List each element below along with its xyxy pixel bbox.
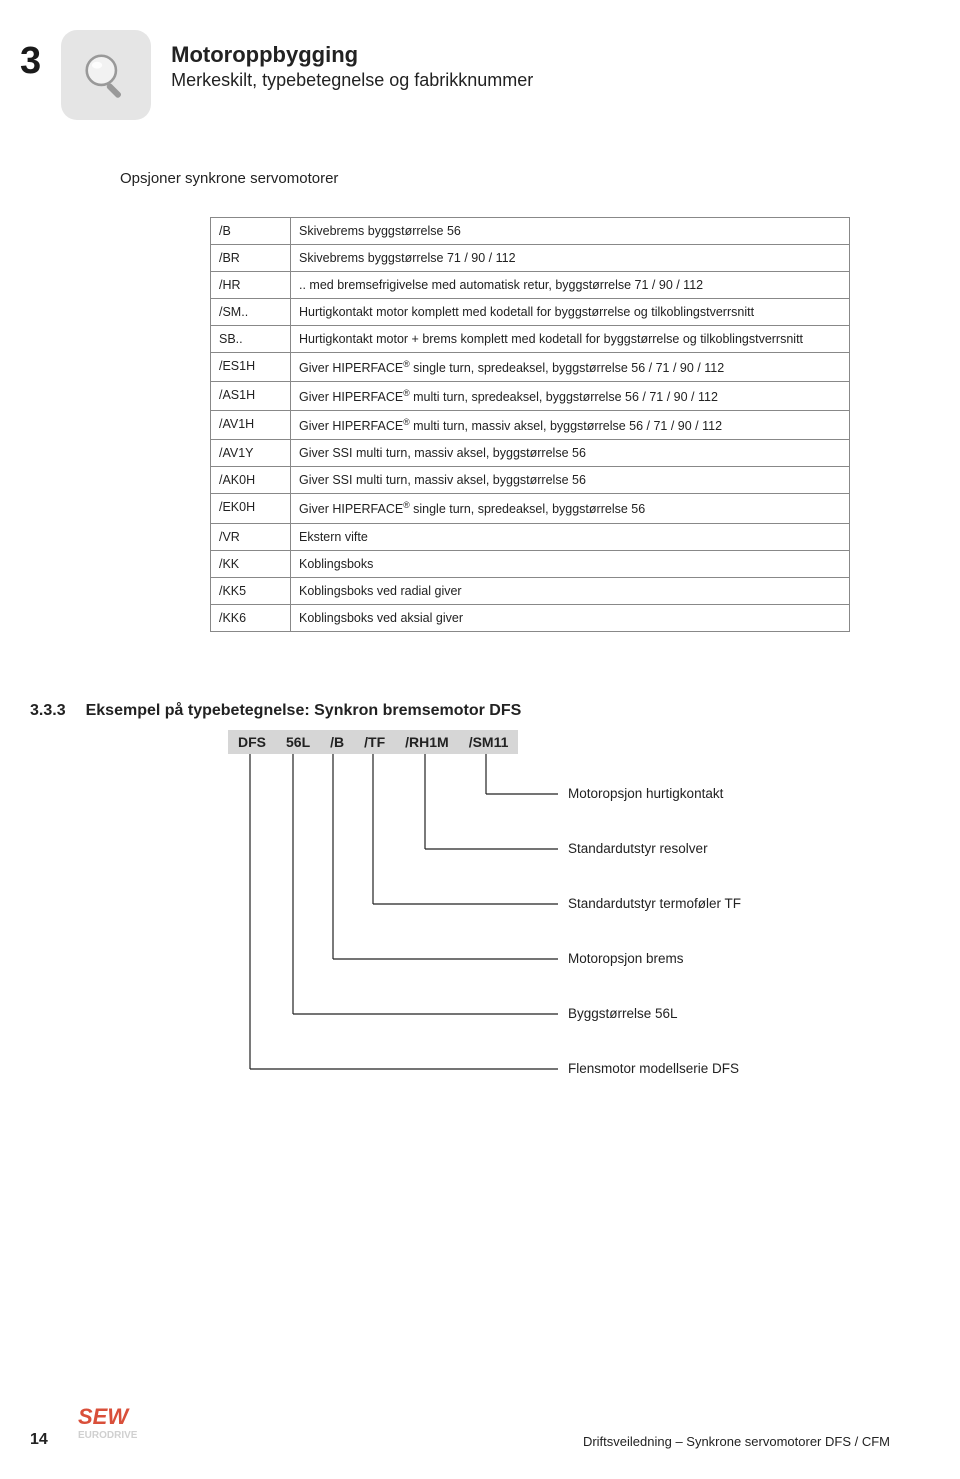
type-part: /RH1M [395, 730, 459, 754]
section-number: 3 [20, 40, 41, 83]
option-description: Giver HIPERFACE® single turn, spredeakse… [291, 494, 850, 523]
footer-text: Driftsveiledning – Synkrone servomotorer… [583, 1434, 890, 1449]
option-code: /VR [211, 523, 291, 550]
page-title: Motoroppbygging [171, 42, 533, 68]
option-code: /KK6 [211, 604, 291, 631]
example-heading: 3.3.3 Eksempel på typebetegnelse: Synkro… [30, 702, 890, 720]
option-code: /B [211, 218, 291, 245]
table-row: /AK0HGiver SSI multi turn, massiv aksel,… [211, 467, 850, 494]
tree-label-0: Motoropsjon hurtigkontakt [568, 786, 724, 801]
option-code: /AK0H [211, 467, 291, 494]
magnifier-icon [61, 30, 151, 120]
magnifying-glass-icon [79, 48, 134, 103]
table-row: /AV1YGiver SSI multi turn, massiv aksel,… [211, 440, 850, 467]
example-section: 3.3.3 Eksempel på typebetegnelse: Synkro… [0, 702, 960, 1134]
option-code: /BR [211, 245, 291, 272]
option-code: /KK5 [211, 577, 291, 604]
table-row: /EK0HGiver HIPERFACE® single turn, spred… [211, 494, 850, 523]
table-row: /VREkstern vifte [211, 523, 850, 550]
table-row: /SM..Hurtigkontakt motor komplett med ko… [211, 299, 850, 326]
type-row: DFS56L/B/TF/RH1M/SM11 [228, 730, 518, 754]
tree-label-5: Flensmotor modellserie DFS [568, 1061, 739, 1076]
option-description: .. med bremsefrigivelse med automatisk r… [291, 272, 850, 299]
option-description: Ekstern vifte [291, 523, 850, 550]
table-row: /BRSkivebrems byggstørrelse 71 / 90 / 11… [211, 245, 850, 272]
header-titles: Motoroppbygging Merkeskilt, typebetegnel… [171, 42, 533, 91]
option-code: /ES1H [211, 353, 291, 382]
table-row: /AV1HGiver HIPERFACE® multi turn, massiv… [211, 411, 850, 440]
footer-left: 14 SEW EURODRIVE [30, 1402, 168, 1449]
option-code: /AS1H [211, 382, 291, 411]
type-part: /TF [354, 730, 395, 754]
page-footer: 14 SEW EURODRIVE Driftsveiledning – Synk… [0, 1402, 960, 1449]
table-row: /HR.. med bremsefrigivelse med automatis… [211, 272, 850, 299]
type-part: 56L [276, 730, 320, 754]
tree-label-4: Byggstørrelse 56L [568, 1006, 678, 1021]
option-description: Hurtigkontakt motor komplett med kodetal… [291, 299, 850, 326]
type-tree-diagram: Motoropsjon hurtigkontakt Standardutstyr… [228, 754, 928, 1134]
option-description: Giver SSI multi turn, massiv aksel, bygg… [291, 467, 850, 494]
tree-label-1: Standardutstyr resolver [568, 841, 708, 856]
table-row: /KK6Koblingsboks ved aksial giver [211, 604, 850, 631]
sew-logo: SEW EURODRIVE [78, 1402, 168, 1449]
page-subtitle: Merkeskilt, typebetegnelse og fabrikknum… [171, 70, 533, 91]
option-description: Giver HIPERFACE® multi turn, massiv akse… [291, 411, 850, 440]
option-code: /KK [211, 550, 291, 577]
subsection-title: Opsjoner synkrone servomotorer [120, 170, 890, 187]
table-row: /BSkivebrems byggstørrelse 56 [211, 218, 850, 245]
option-description: Hurtigkontakt motor + brems komplett med… [291, 326, 850, 353]
table-row: /ES1HGiver HIPERFACE® single turn, spred… [211, 353, 850, 382]
logo-text-bottom: EURODRIVE [78, 1430, 138, 1441]
table-row: SB..Hurtigkontakt motor + brems komplett… [211, 326, 850, 353]
option-description: Koblingsboks [291, 550, 850, 577]
table-row: /KK5Koblingsboks ved radial giver [211, 577, 850, 604]
option-description: Giver HIPERFACE® single turn, spredeakse… [291, 353, 850, 382]
option-description: Giver HIPERFACE® multi turn, spredeaksel… [291, 382, 850, 411]
type-part: /SM11 [459, 730, 519, 754]
option-table: /BSkivebrems byggstørrelse 56/BRSkivebre… [210, 217, 850, 632]
option-code: /EK0H [211, 494, 291, 523]
option-code: /SM.. [211, 299, 291, 326]
option-description: Giver SSI multi turn, massiv aksel, bygg… [291, 440, 850, 467]
option-description: Koblingsboks ved radial giver [291, 577, 850, 604]
option-description: Skivebrems byggstørrelse 56 [291, 218, 850, 245]
type-part: /B [320, 730, 354, 754]
page-header: 3 Motoroppbygging Merkeskilt, typebetegn… [0, 0, 960, 140]
option-description: Koblingsboks ved aksial giver [291, 604, 850, 631]
table-row: /AS1HGiver HIPERFACE® multi turn, sprede… [211, 382, 850, 411]
logo-text-top: SEW [78, 1404, 130, 1429]
tree-label-2: Standardutstyr termoføler TF [568, 896, 741, 911]
option-code: /AV1H [211, 411, 291, 440]
table-row: /KKKoblingsboks [211, 550, 850, 577]
option-code: /HR [211, 272, 291, 299]
main-content: Opsjoner synkrone servomotorer /BSkivebr… [0, 140, 960, 652]
option-description: Skivebrems byggstørrelse 71 / 90 / 112 [291, 245, 850, 272]
option-code: SB.. [211, 326, 291, 353]
example-title: Eksempel på typebetegnelse: Synkron brem… [86, 702, 522, 720]
type-part: DFS [228, 730, 276, 754]
example-number: 3.3.3 [30, 702, 66, 720]
type-designation: DFS56L/B/TF/RH1M/SM11 [228, 730, 890, 754]
tree-label-3: Motoropsjon brems [568, 951, 684, 966]
option-code: /AV1Y [211, 440, 291, 467]
page-number: 14 [30, 1431, 48, 1449]
